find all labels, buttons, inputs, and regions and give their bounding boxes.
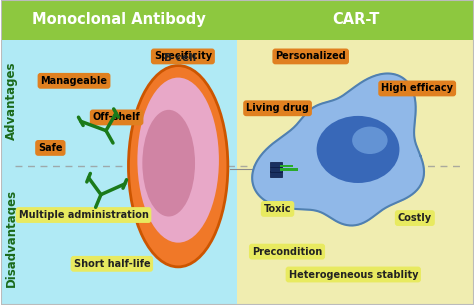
Ellipse shape [352, 127, 388, 154]
FancyBboxPatch shape [0, 0, 474, 40]
Text: Heterogeneous stablity: Heterogeneous stablity [289, 270, 418, 279]
Text: Costly: Costly [398, 213, 432, 223]
Text: Disadvantages: Disadvantages [5, 189, 18, 287]
Text: Personalized: Personalized [275, 52, 346, 61]
Text: Advantages: Advantages [5, 61, 18, 140]
Ellipse shape [137, 77, 219, 243]
FancyBboxPatch shape [0, 40, 237, 305]
Text: Short half-life: Short half-life [73, 259, 150, 269]
FancyBboxPatch shape [280, 165, 293, 167]
Ellipse shape [128, 66, 228, 267]
Polygon shape [252, 74, 424, 225]
Ellipse shape [317, 116, 400, 183]
Ellipse shape [142, 110, 195, 217]
Text: High efficacy: High efficacy [381, 84, 453, 93]
FancyBboxPatch shape [270, 171, 282, 177]
Text: Specificity: Specificity [154, 52, 212, 61]
FancyBboxPatch shape [270, 162, 282, 167]
FancyBboxPatch shape [270, 167, 282, 172]
FancyBboxPatch shape [280, 168, 298, 171]
Text: CAR-T: CAR-T [332, 12, 379, 27]
Text: Living drug: Living drug [246, 103, 309, 113]
Text: Monoclonal Antibody: Monoclonal Antibody [32, 12, 206, 27]
Text: Precondition: Precondition [252, 247, 322, 257]
Text: Multiple administration: Multiple administration [18, 210, 148, 220]
Text: Off-shelf: Off-shelf [93, 113, 140, 122]
Text: Safe: Safe [38, 143, 63, 153]
FancyBboxPatch shape [237, 40, 474, 305]
Text: B cell: B cell [164, 52, 197, 63]
Text: Toxic: Toxic [264, 204, 292, 214]
Text: Manageable: Manageable [40, 76, 108, 86]
